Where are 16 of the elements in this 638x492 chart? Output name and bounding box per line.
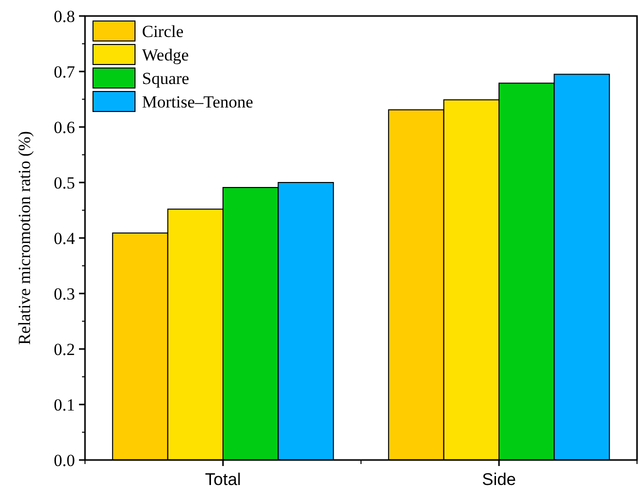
legend-label: Circle — [142, 22, 184, 41]
legend-label: Square — [142, 68, 190, 88]
y-tick-label: 0.1 — [54, 395, 75, 414]
legend-label: Mortise–Tenone — [142, 92, 254, 112]
y-tick-label: 0.4 — [54, 228, 76, 248]
y-tick-label: 0.6 — [54, 118, 75, 137]
legend-label: Wedge — [142, 45, 189, 64]
y-axis-title: Relative micromotion ratio (%) — [15, 131, 34, 345]
y-tick-label: 0.7 — [54, 62, 76, 82]
x-tick-label: Side — [482, 470, 516, 489]
y-tick-label: 0.5 — [54, 173, 75, 192]
y-tick-label: 0.2 — [54, 340, 75, 359]
y-tick-label: 0.0 — [54, 450, 75, 470]
y-tick-label: 0.3 — [54, 284, 75, 304]
y-tick-label: 0.8 — [54, 6, 75, 26]
x-tick-label: Total — [205, 470, 241, 489]
